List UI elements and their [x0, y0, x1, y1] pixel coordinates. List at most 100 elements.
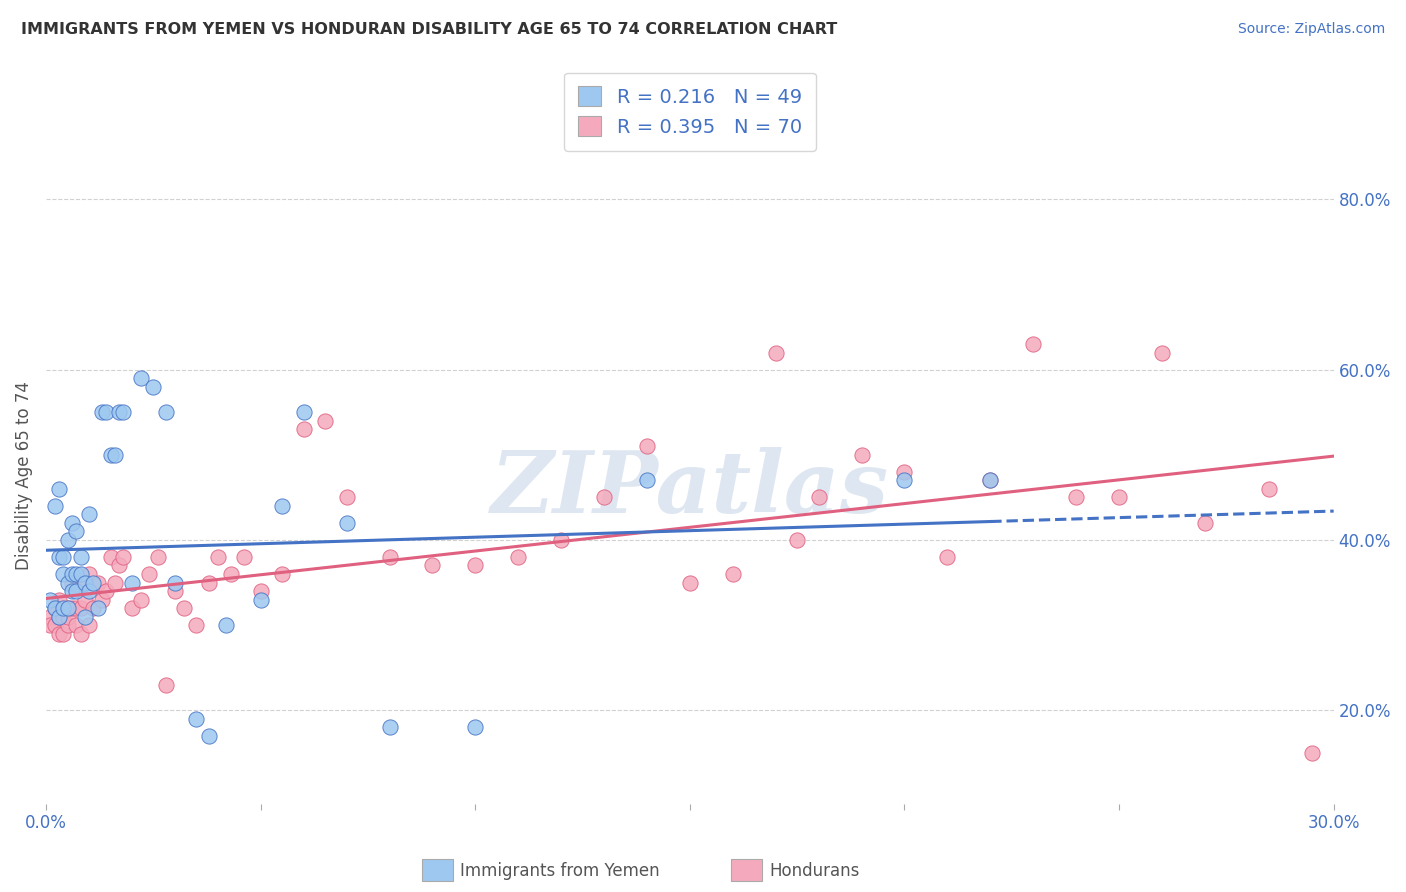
Point: [155, 678, 177, 692]
Point: [44, 618, 66, 632]
Point: [52, 549, 75, 564]
Point: [314, 414, 336, 428]
Point: [765, 345, 787, 359]
Point: [215, 618, 238, 632]
Point: [96, 405, 118, 419]
Text: Immigrants from Yemen: Immigrants from Yemen: [460, 862, 659, 880]
Point: [56, 575, 79, 590]
Point: [198, 729, 221, 743]
Point: [73, 575, 96, 590]
Point: [121, 601, 143, 615]
Point: [129, 592, 152, 607]
Point: [636, 439, 658, 453]
Point: [69, 626, 91, 640]
Point: [108, 558, 131, 573]
Point: [56, 609, 79, 624]
Point: [163, 575, 186, 590]
Point: [77, 508, 100, 522]
Point: [292, 422, 315, 436]
Point: [65, 524, 87, 539]
Point: [39, 592, 62, 607]
Text: ZIPatlas: ZIPatlas: [491, 448, 889, 531]
Point: [48, 549, 70, 564]
Point: [60, 584, 83, 599]
Point: [69, 601, 91, 615]
Point: [108, 405, 131, 419]
Point: [77, 618, 100, 632]
Point: [56, 533, 79, 547]
Point: [378, 720, 401, 734]
Point: [44, 499, 66, 513]
Point: [77, 566, 100, 581]
Point: [893, 465, 915, 479]
Point: [163, 584, 186, 599]
Point: [173, 601, 195, 615]
Point: [44, 601, 66, 615]
Point: [851, 448, 873, 462]
Point: [786, 533, 808, 547]
Point: [39, 618, 62, 632]
Point: [508, 549, 530, 564]
Text: IMMIGRANTS FROM YEMEN VS HONDURAN DISABILITY AGE 65 TO 74 CORRELATION CHART: IMMIGRANTS FROM YEMEN VS HONDURAN DISABI…: [21, 22, 838, 37]
Point: [112, 549, 135, 564]
Point: [100, 549, 122, 564]
Point: [155, 405, 177, 419]
Point: [73, 609, 96, 624]
Text: Hondurans: Hondurans: [769, 862, 859, 880]
Point: [464, 558, 486, 573]
Point: [219, 566, 242, 581]
Point: [1194, 516, 1216, 530]
Point: [48, 609, 70, 624]
Point: [52, 626, 75, 640]
Point: [82, 601, 104, 615]
Point: [52, 601, 75, 615]
Point: [86, 575, 108, 590]
Point: [52, 566, 75, 581]
Point: [979, 473, 1001, 487]
Point: [336, 516, 359, 530]
Text: Source: ZipAtlas.com: Source: ZipAtlas.com: [1237, 22, 1385, 37]
Point: [207, 549, 229, 564]
Point: [60, 575, 83, 590]
Point: [77, 584, 100, 599]
Point: [91, 405, 114, 419]
Point: [936, 549, 959, 564]
Point: [249, 584, 271, 599]
Point: [60, 601, 83, 615]
Point: [73, 575, 96, 590]
Point: [100, 448, 122, 462]
Point: [1064, 491, 1087, 505]
Point: [48, 609, 70, 624]
Point: [56, 618, 79, 632]
Point: [271, 499, 294, 513]
Point: [378, 549, 401, 564]
Point: [979, 473, 1001, 487]
Point: [48, 626, 70, 640]
Point: [142, 379, 165, 393]
Point: [91, 592, 114, 607]
Point: [121, 575, 143, 590]
Point: [636, 473, 658, 487]
Point: [146, 549, 169, 564]
Point: [138, 566, 160, 581]
Point: [807, 491, 830, 505]
Point: [65, 618, 87, 632]
Point: [104, 575, 127, 590]
Point: [73, 592, 96, 607]
Point: [82, 575, 104, 590]
Point: [65, 601, 87, 615]
Point: [104, 448, 127, 462]
Point: [249, 592, 271, 607]
Point: [550, 533, 572, 547]
Point: [48, 592, 70, 607]
Point: [65, 584, 87, 599]
Point: [52, 609, 75, 624]
Point: [1258, 482, 1281, 496]
Point: [679, 575, 702, 590]
Point: [60, 566, 83, 581]
Point: [1108, 491, 1130, 505]
Point: [48, 482, 70, 496]
Point: [96, 584, 118, 599]
Point: [1150, 345, 1173, 359]
Point: [198, 575, 221, 590]
